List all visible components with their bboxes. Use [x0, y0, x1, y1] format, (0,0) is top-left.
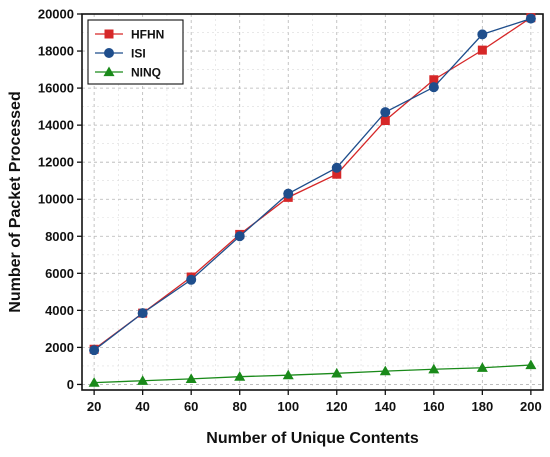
data-point — [89, 345, 100, 356]
x-axis: 20 40 60 80 100 120 140 160 180 200 — [87, 390, 542, 414]
data-point — [332, 169, 342, 179]
series-line — [94, 364, 531, 384]
y-tick-label: 12000 — [38, 155, 74, 170]
y-tick-label: 18000 — [38, 44, 74, 59]
legend: HFHN ISI NINQ — [87, 19, 184, 85]
x-axis-title: Number of Unique Contents — [206, 430, 419, 447]
data-point — [380, 107, 391, 118]
data-point — [477, 45, 487, 55]
x-tick-label: 20 — [87, 399, 101, 414]
data-point — [137, 308, 148, 319]
y-tick-label: 4000 — [45, 303, 74, 318]
x-tick-label: 160 — [423, 399, 445, 414]
data-point — [380, 116, 390, 126]
grid-lines — [82, 13, 543, 390]
y-tick-label: 2000 — [45, 340, 74, 355]
data-point — [379, 365, 391, 376]
x-tick-label: 40 — [135, 399, 149, 414]
legend-marker — [103, 66, 115, 77]
series-line — [93, 18, 532, 351]
legend-marker — [104, 48, 114, 58]
x-tick-label: 60 — [184, 399, 198, 414]
y-tick-label: 8000 — [45, 229, 74, 244]
y-tick-label: 20000 — [38, 7, 74, 22]
data-point — [477, 29, 488, 40]
legend-label: NINQ — [131, 66, 161, 80]
y-tick-label: 10000 — [38, 192, 74, 207]
y-tick-label: 0 — [67, 377, 74, 392]
data-point — [186, 274, 197, 285]
legend-box — [87, 19, 184, 85]
data-point — [282, 369, 294, 380]
y-tick-label: 6000 — [45, 266, 74, 281]
x-tick-label: 180 — [471, 399, 493, 414]
legend-marker — [104, 29, 114, 39]
y-tick-label: 16000 — [38, 81, 74, 96]
series-isi — [89, 13, 536, 356]
legend-label: HFHN — [131, 28, 164, 42]
data-point — [234, 231, 245, 242]
data-point — [283, 188, 294, 199]
data-point — [137, 375, 149, 385]
data-point — [525, 359, 537, 370]
data-point — [476, 362, 488, 372]
y-axis: 0 2000 4000 6000 8000 10000 12000 14000 16000 180… — [38, 7, 82, 392]
x-tick-label: 200 — [520, 399, 542, 414]
data-point — [88, 377, 100, 387]
data-point — [331, 367, 343, 378]
data-point — [525, 13, 536, 24]
data-point — [331, 162, 342, 173]
series-line — [93, 17, 532, 350]
x-tick-label: 140 — [374, 399, 396, 414]
y-axis-title: Number of Packet Processed — [7, 91, 24, 312]
data-point — [428, 363, 440, 374]
y-tick-label: 14000 — [38, 118, 74, 133]
data-point — [234, 371, 246, 381]
x-tick-label: 120 — [326, 399, 348, 414]
data-point — [428, 82, 439, 93]
series-ninq — [88, 359, 537, 387]
x-tick-label: 100 — [277, 399, 299, 414]
plot-frame — [81, 13, 544, 391]
data-point — [185, 373, 197, 384]
x-tick-label: 80 — [232, 399, 246, 414]
data-point — [429, 75, 439, 85]
legend-label: ISI — [131, 47, 146, 61]
